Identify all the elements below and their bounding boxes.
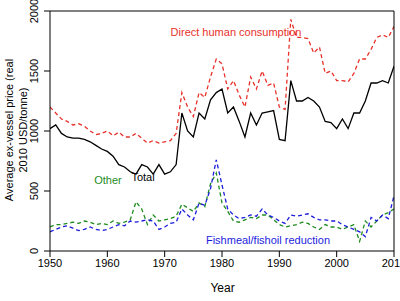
html-text:Direct human consumption: Direct human consumption <box>170 26 302 38</box>
svg-text:1960: 1960 <box>95 257 119 269</box>
html-text:Other: Other <box>94 174 122 186</box>
svg-text:500: 500 <box>28 182 40 200</box>
svg-text:2010: 2010 <box>382 257 392 269</box>
svg-text:0: 0 <box>28 248 40 254</box>
svg-text:1500: 1500 <box>28 59 40 83</box>
svg-text:1950: 1950 <box>38 257 62 269</box>
svg-text:1970: 1970 <box>152 257 176 269</box>
svg-text:1990: 1990 <box>267 257 291 269</box>
html-text:Average ex-vessel price (real: Average ex-vessel price (real 2010 USD/t… <box>3 58 29 202</box>
html-text:Year: Year <box>210 281 235 295</box>
html-text:Fishmeal/fishoil reduction: Fishmeal/fishoil reduction <box>205 234 331 246</box>
html-text:Total: Total <box>131 171 155 183</box>
svg-text:1000: 1000 <box>28 119 40 143</box>
svg-text:2000: 2000 <box>28 0 40 23</box>
svg-text:1980: 1980 <box>210 257 234 269</box>
svg-text:2000: 2000 <box>324 257 348 269</box>
